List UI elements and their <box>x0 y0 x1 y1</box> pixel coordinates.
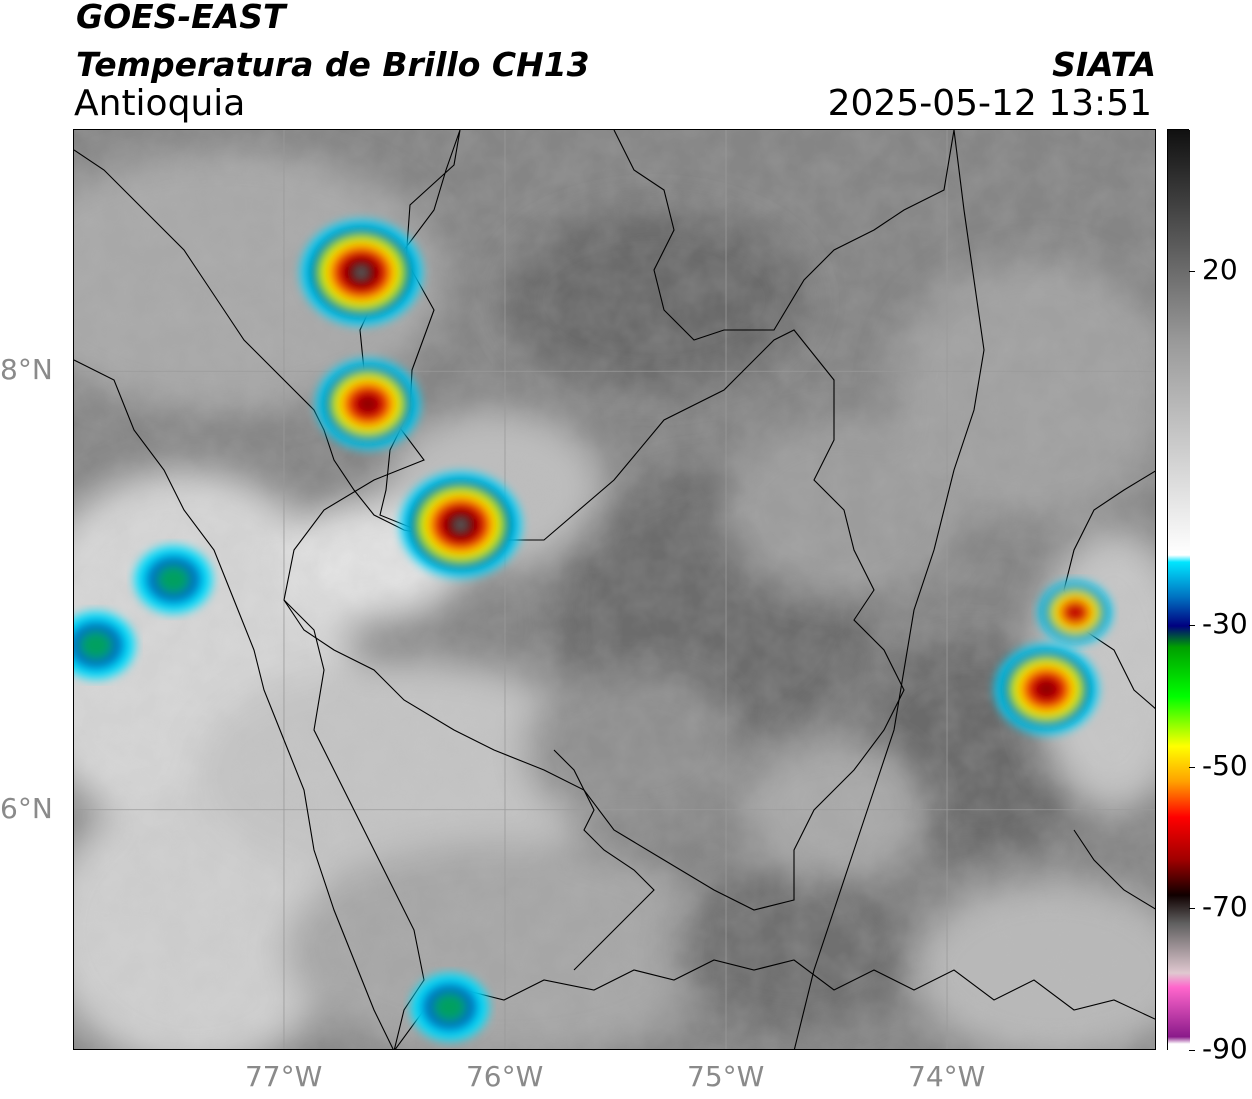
region-label: Antioquia <box>74 83 246 124</box>
river-boundary <box>553 749 655 971</box>
colorbar-tick-label: -90 <box>1202 1032 1248 1065</box>
colorbar-tick-mark <box>1189 766 1195 768</box>
storm-cell <box>410 973 489 1041</box>
satellite-map <box>73 129 1156 1050</box>
storm-cell-layer <box>1034 678 1059 700</box>
storm-cell-layer <box>1063 602 1087 623</box>
storm-cell-layer <box>79 631 113 660</box>
longitude-tick-label: 77°W <box>244 1060 323 1093</box>
storm-cell <box>1038 580 1112 645</box>
department-boundary-south <box>394 959 1155 1049</box>
source-label: SIATA <box>1052 45 1156 84</box>
longitude-tick-label: 74°W <box>908 1060 986 1093</box>
colorbar-tick-label: -50 <box>1202 748 1248 782</box>
coastline <box>74 149 495 1049</box>
datetime-label: 2025-05-12 13:51 <box>827 83 1152 124</box>
colorbar-svg <box>1168 130 1190 1051</box>
colorbar <box>1167 129 1190 1051</box>
storm-cell <box>74 611 135 680</box>
storm-cells <box>74 219 1112 1041</box>
gridlines <box>74 130 1155 1049</box>
colorbar-gradient <box>1168 130 1190 1051</box>
longitude-tick-label: 75°W <box>687 1060 765 1093</box>
colorbar-tick-mark <box>1189 270 1195 272</box>
department-boundary-east <box>793 130 985 1049</box>
storm-cell-layer <box>357 269 366 276</box>
latitude-tick-label: 8°N <box>0 353 53 387</box>
product-title: Temperatura de Brillo CH13 <box>76 45 590 84</box>
storm-cell <box>400 472 522 578</box>
colorbar-tick-label: -70 <box>1202 890 1248 924</box>
department-boundary-north <box>613 130 955 341</box>
colorbar-tick-mark <box>1189 624 1195 626</box>
colorbar-tick-mark <box>1189 1050 1195 1051</box>
storm-cell-layer <box>157 565 190 594</box>
longitude-tick-label: 76°W <box>465 1060 544 1093</box>
storm-cell-layer <box>456 521 465 529</box>
antioquia-boundary <box>283 130 905 911</box>
latitude-tick-label: 6°N <box>0 791 53 825</box>
colorbar-tick-label: 20 <box>1202 252 1238 286</box>
map-svg <box>74 130 1155 1049</box>
storm-cell <box>316 359 420 450</box>
storm-cell <box>134 545 213 614</box>
storm-cell-layer <box>355 393 381 415</box>
storm-cell <box>300 219 422 326</box>
storm-cell-layer <box>433 992 467 1022</box>
colorbar-tick-label: -30 <box>1202 606 1248 640</box>
storm-cell <box>994 644 1099 735</box>
colorbar-tick-mark <box>1189 908 1195 910</box>
satellite-title: GOES-EAST <box>76 0 286 36</box>
